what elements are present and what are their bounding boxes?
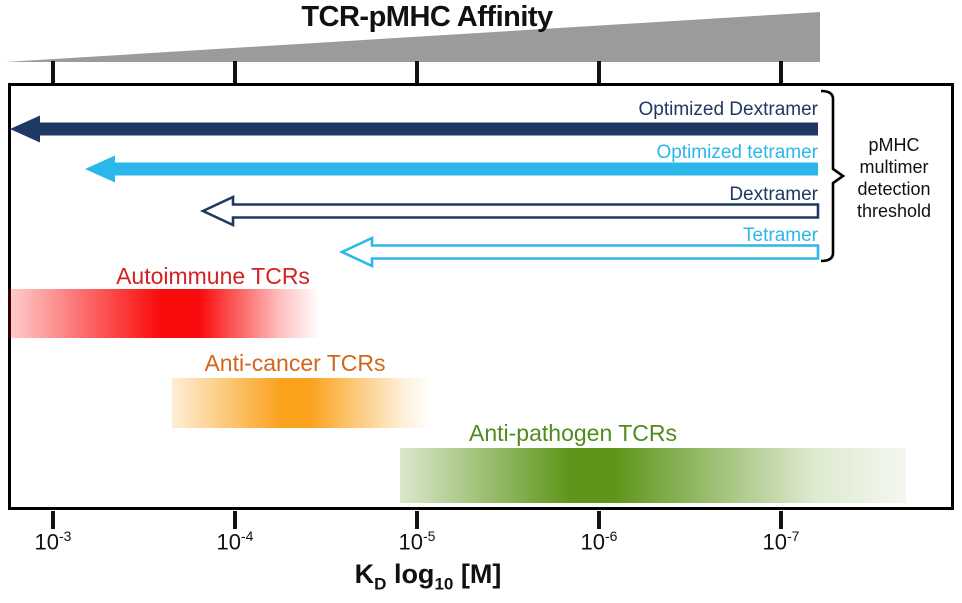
threshold-note-line: pMHC xyxy=(868,135,920,155)
arrow-label-tetramer: Tetramer xyxy=(743,225,818,246)
axis-tick-bottom xyxy=(415,511,419,529)
axis-tick-bottom xyxy=(597,511,601,529)
axis-label-log: log xyxy=(386,559,435,589)
axis-tick-bottom xyxy=(779,511,783,529)
threshold-note-line: detection xyxy=(857,179,931,199)
band-anti-cancer xyxy=(172,378,432,428)
arrow-optimized-tetramer xyxy=(85,155,818,183)
axis-tick-bottom xyxy=(233,511,237,529)
axis-tick-label: 10-4 xyxy=(216,528,254,555)
affinity-wedge-triangle xyxy=(5,12,820,62)
axis-label-kd-sub: D xyxy=(374,574,387,594)
axis-label: KD log10 [M] xyxy=(228,559,628,594)
arrow-tetramer xyxy=(338,235,820,269)
threshold-note-line: threshold xyxy=(856,201,932,221)
axis-tick-label: 10-5 xyxy=(398,528,436,555)
arrow-label-optimized-tetramer: Optimized tetramer xyxy=(656,142,818,163)
band-autoimmune xyxy=(8,289,326,338)
axis-tick-label: 10-7 xyxy=(762,528,800,555)
band-label-anti-cancer: Anti-cancer TCRs xyxy=(204,350,386,376)
affinity-wedge xyxy=(5,12,820,62)
arrow-label-dextramer: Dextramer xyxy=(729,184,818,205)
threshold-note: pMHC multimer detection threshold xyxy=(840,134,948,222)
axis-label-kd: K xyxy=(354,559,375,589)
axis-tick-top xyxy=(597,61,601,83)
arrow-optimized-dextramer xyxy=(10,115,818,143)
band-anti-pathogen xyxy=(400,448,906,503)
arrow-dextramer xyxy=(199,194,820,228)
arrow-label-optimized-dextramer: Optimized Dextramer xyxy=(638,99,819,120)
axis-tick-top xyxy=(415,61,419,83)
axis-tick-label: 10-3 xyxy=(34,528,72,555)
figure-title: TCR-pMHC Affinity xyxy=(301,1,553,33)
axis-label-unit: [M] xyxy=(453,559,502,589)
axis-tick-top xyxy=(779,61,783,83)
band-label-anti-pathogen: Anti-pathogen TCRs xyxy=(469,420,677,446)
threshold-note-line: multimer xyxy=(859,157,929,177)
axis-tick-bottom xyxy=(51,511,55,529)
threshold-bracket-path xyxy=(820,89,846,263)
axis-tick-top xyxy=(51,61,55,83)
axis-label-log-sub: 10 xyxy=(434,574,454,594)
band-label-autoimmune: Autoimmune TCRs xyxy=(116,263,310,289)
axis-tick-label: 10-6 xyxy=(580,528,618,555)
axis-tick-top xyxy=(233,61,237,83)
